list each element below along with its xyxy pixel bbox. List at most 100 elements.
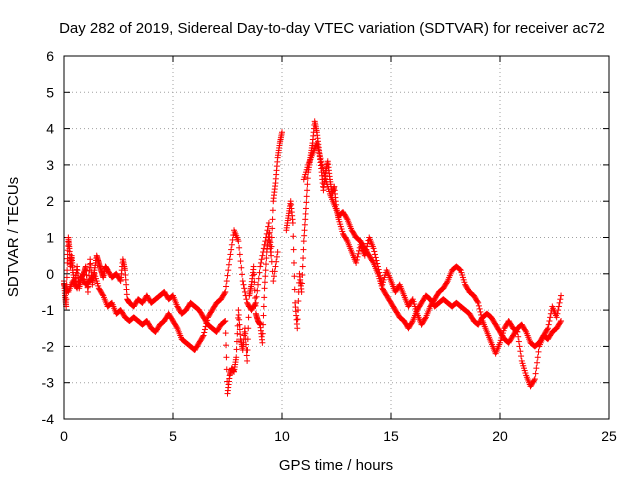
data-point xyxy=(294,325,301,332)
y-tick-label: 5 xyxy=(46,84,54,100)
y-tick-label: 2 xyxy=(46,193,54,209)
data-point xyxy=(86,261,93,268)
data-point xyxy=(245,325,252,332)
data-point xyxy=(204,317,211,324)
data-point xyxy=(201,326,208,333)
data-point xyxy=(225,267,232,274)
data-point xyxy=(252,301,259,308)
data-point xyxy=(272,263,279,270)
data-point xyxy=(372,251,379,258)
data-point xyxy=(237,258,244,265)
data-point xyxy=(457,266,464,273)
data-point xyxy=(321,173,328,180)
data-point xyxy=(443,279,450,286)
data-point xyxy=(302,205,309,212)
data-point xyxy=(304,175,311,182)
data-point xyxy=(409,297,416,304)
data-point xyxy=(516,343,523,350)
data-point xyxy=(299,263,306,270)
data-point xyxy=(242,330,249,337)
data-point xyxy=(228,246,235,253)
data-point xyxy=(265,223,272,230)
data-point xyxy=(90,272,97,279)
data-point xyxy=(223,342,230,349)
data-point xyxy=(518,353,525,360)
data-point xyxy=(260,303,267,310)
data-point xyxy=(475,299,482,306)
data-point xyxy=(409,319,416,326)
data-point xyxy=(268,249,275,256)
data-point xyxy=(298,280,305,287)
data-point xyxy=(300,255,307,262)
data-point xyxy=(558,317,565,324)
data-point xyxy=(261,241,268,248)
data-point xyxy=(372,254,379,261)
data-point xyxy=(370,245,377,252)
data-point xyxy=(302,210,309,217)
data-point xyxy=(224,272,231,279)
plot-frame xyxy=(63,55,610,420)
data-point xyxy=(252,299,259,306)
data-point xyxy=(257,259,264,266)
data-point xyxy=(243,296,250,303)
data-point xyxy=(546,317,553,324)
data-point xyxy=(221,318,228,325)
data-point xyxy=(290,246,297,253)
data-point xyxy=(238,264,245,271)
data-point xyxy=(250,263,257,270)
y-tick-label: 1 xyxy=(46,230,54,246)
data-point xyxy=(299,272,306,279)
data-point xyxy=(422,315,429,322)
data-point xyxy=(294,307,301,314)
data-point xyxy=(200,332,207,339)
data-point xyxy=(253,293,260,300)
data-point xyxy=(555,303,562,310)
data-point xyxy=(263,234,270,241)
data-point xyxy=(318,161,325,168)
data-point xyxy=(475,302,482,309)
y-tick-label: 4 xyxy=(46,121,54,137)
data-point xyxy=(227,251,234,258)
data-point xyxy=(255,275,262,282)
data-point xyxy=(223,278,230,285)
y-tick-label: 6 xyxy=(46,48,54,64)
data-point xyxy=(222,317,229,324)
data-point xyxy=(258,256,265,263)
data-point xyxy=(260,245,267,252)
data-point xyxy=(290,233,297,240)
x-tick-label: 10 xyxy=(274,428,290,444)
data-point xyxy=(203,320,210,327)
data-point xyxy=(317,155,324,162)
axis-ticks: 0 5 10 15 20 25 -4 -3 -2 -1 0 1 2 3 4 5 6 xyxy=(42,48,617,444)
data-point xyxy=(257,263,264,270)
data-point xyxy=(515,333,522,340)
data-point xyxy=(304,187,311,194)
data-point xyxy=(354,253,361,260)
data-point xyxy=(222,330,229,337)
y-axis-label: SDTVAR / TECUs xyxy=(5,177,22,297)
data-point xyxy=(456,265,463,272)
data-point xyxy=(301,232,308,239)
x-axis-label: GPS time / hours xyxy=(279,457,393,474)
data-point xyxy=(242,292,249,299)
data-point xyxy=(255,281,262,288)
x-tick-label: 25 xyxy=(601,428,617,444)
data-point xyxy=(476,305,483,312)
data-point xyxy=(220,319,227,326)
data-point xyxy=(269,225,276,232)
data-point xyxy=(273,253,280,260)
data-point xyxy=(222,288,229,295)
data-point xyxy=(271,273,278,280)
data-point xyxy=(556,299,563,306)
data-point xyxy=(263,261,270,268)
x-tick-label: 15 xyxy=(383,428,399,444)
data-point xyxy=(202,323,209,330)
data-point xyxy=(314,143,321,150)
data-point xyxy=(259,252,266,259)
data-point xyxy=(290,259,297,266)
data-point xyxy=(260,312,267,319)
data-point xyxy=(239,278,246,285)
data-point xyxy=(260,321,267,328)
data-point xyxy=(245,314,252,321)
data-point xyxy=(320,167,327,174)
